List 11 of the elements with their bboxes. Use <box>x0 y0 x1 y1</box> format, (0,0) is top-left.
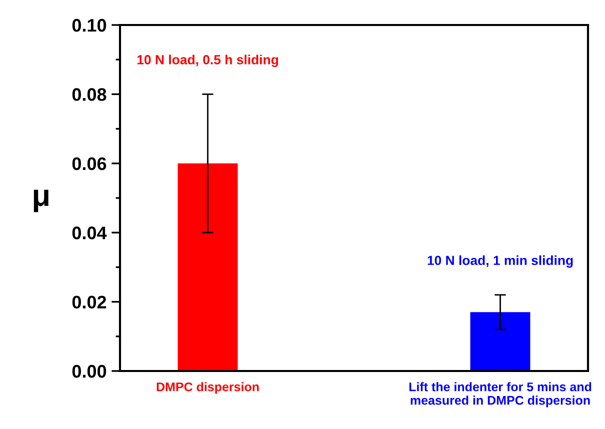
x-tick-label: Lift the indenter for 5 mins and measured in DMPC dispersion <box>409 382 592 408</box>
y-tick-label: 0.02 <box>72 296 106 309</box>
y-axis-title: μ <box>34 190 48 212</box>
y-tick-label: 0.06 <box>72 157 106 170</box>
annotation: 10 N load, 0.5 h sliding <box>137 54 278 68</box>
x-tick-label: DMPC dispersion <box>156 382 259 394</box>
y-tick-label: 0.00 <box>72 364 106 378</box>
y-tick-label: 0.10 <box>72 18 106 32</box>
y-tick-label: 0.08 <box>72 88 106 101</box>
y-tick-label: 0.04 <box>72 226 107 240</box>
annotation: 10 N load, 1 min sliding <box>428 255 573 268</box>
